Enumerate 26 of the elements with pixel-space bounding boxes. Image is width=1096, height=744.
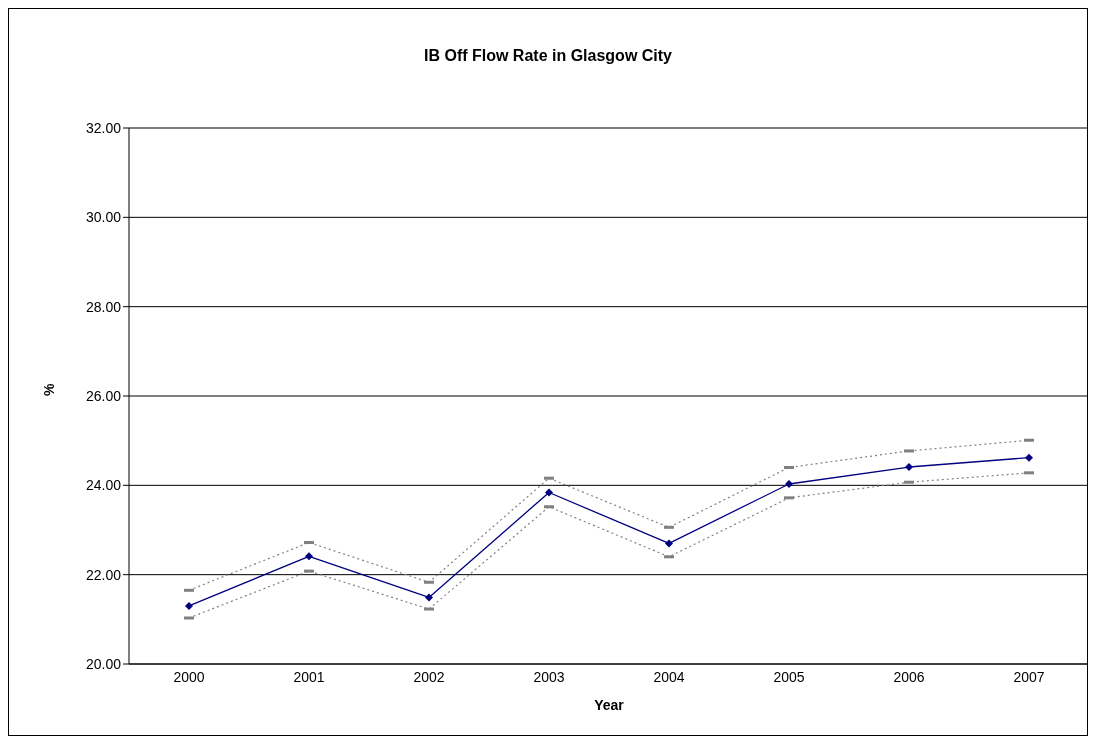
y-tick-label: 26.00: [85, 387, 122, 404]
x-tick-label: 2003: [533, 668, 565, 685]
point: [905, 463, 913, 472]
point: [545, 488, 553, 497]
y-tick-label: 22.00: [85, 566, 122, 583]
x-tick-label: 2005: [773, 668, 805, 685]
y-tick-label: 20.00: [85, 655, 122, 672]
y-tick-label: 30.00: [85, 209, 122, 226]
x-tick-label: 2001: [293, 668, 325, 685]
point: [785, 479, 793, 488]
x-tick-label: 2007: [1013, 668, 1045, 685]
point: [665, 539, 673, 548]
x-tick-label: 2002: [413, 668, 445, 685]
y-tick-label: 28.00: [85, 298, 122, 315]
chart-title: IB Off Flow Rate in Glasgow City: [423, 47, 673, 65]
y-tick-label: 24.00: [85, 477, 122, 494]
x-tick-label: 2000: [173, 668, 205, 685]
point: [425, 593, 433, 602]
x-tick-label: 2006: [893, 668, 925, 685]
point: [305, 552, 313, 561]
y-tick-label: 32.00: [85, 119, 122, 136]
y-axis-title: %: [40, 383, 57, 396]
x-axis-title: Year: [594, 697, 625, 713]
point: [1025, 453, 1033, 462]
point: [185, 601, 193, 610]
x-tick-label: 2004: [653, 668, 685, 685]
